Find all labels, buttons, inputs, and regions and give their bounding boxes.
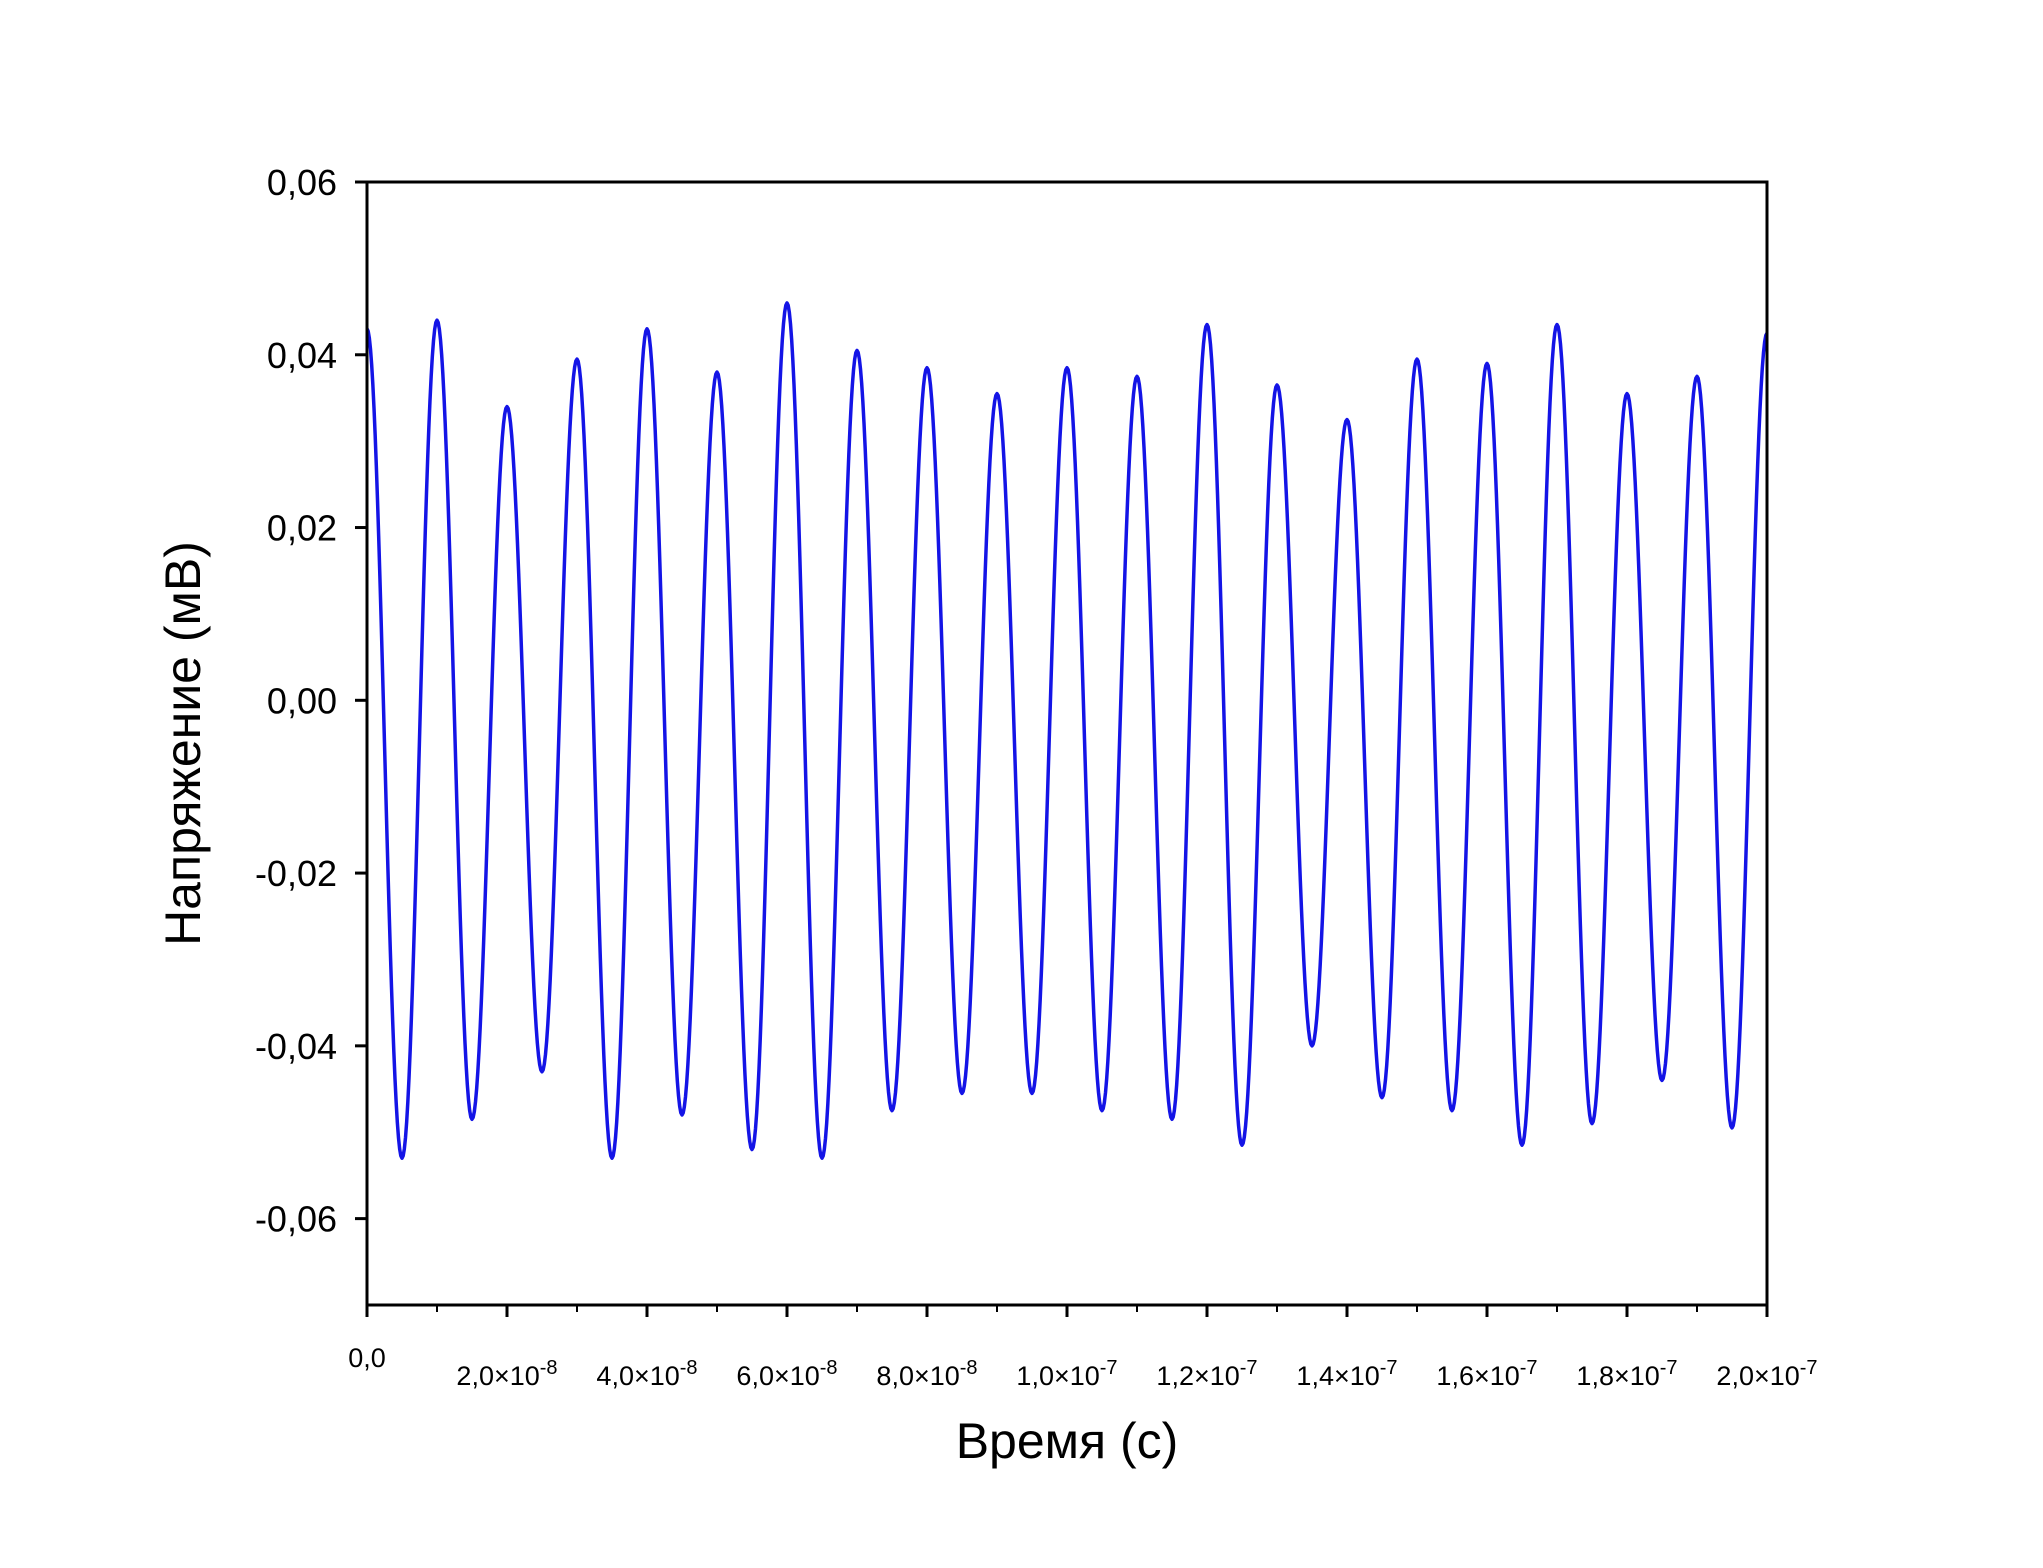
x-tick-label: 1,4×10-7 [1296,1357,1397,1391]
y-tick-label: 0,00 [267,680,337,721]
x-tick-label: 0,0 [348,1343,386,1373]
y-tick-label: -0,06 [255,1199,337,1240]
x-tick-label: 2,0×10-7 [1716,1357,1817,1391]
series-line-0 [365,301,1769,1160]
plot-area [365,301,1769,1160]
x-axis-ticks: 0,0 2,0×10-8 4,0×10-8 6,0×10-8 8,0×10-8 1,0×1… [348,1305,1818,1391]
x-axis-title: Время (с) [956,1413,1179,1469]
x-tick-label: 1,6×10-7 [1436,1357,1537,1391]
x-tick-label: 8,0×10-8 [876,1357,977,1391]
x-tick-label: 6,0×10-8 [736,1357,837,1391]
y-axis-ticks: 0,06 0,04 0,02 0,00 -0,02 -0,04 -0,06 [255,162,367,1240]
x-tick-label: 1,8×10-7 [1576,1357,1677,1391]
x-tick-label: 1,0×10-7 [1016,1357,1117,1391]
y-tick-label: -0,02 [255,853,337,894]
x-tick-label: 2,0×10-8 [456,1357,557,1391]
y-axis-title: Напряжение (мВ) [155,541,211,946]
x-tick-label: 1,2×10-7 [1156,1357,1257,1391]
y-tick-label: 0,06 [267,162,337,203]
y-tick-label: -0,04 [255,1026,337,1067]
y-tick-label: 0,04 [267,335,337,376]
y-tick-label: 0,02 [267,508,337,549]
x-tick-label: 4,0×10-8 [596,1357,697,1391]
plot-frame [365,180,1769,1307]
